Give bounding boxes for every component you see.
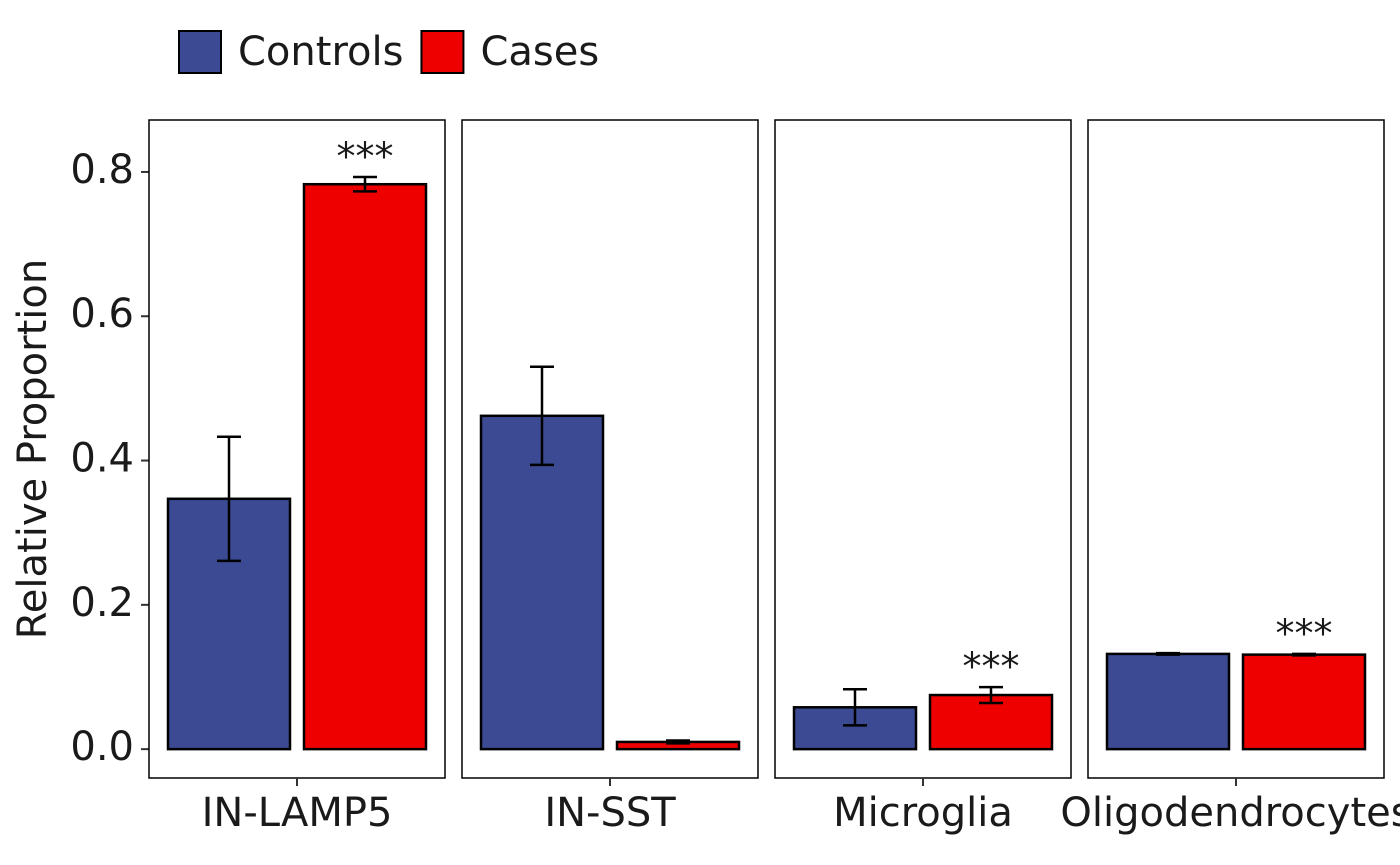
legend-label: Controls [238, 29, 403, 75]
y-tick-label: 0.2 [70, 580, 134, 626]
panel [774, 119, 1072, 779]
error-bar [666, 739, 690, 745]
x-tick-label: Oligodendrocytes [1060, 790, 1400, 836]
x-tick-label: Microglia [833, 790, 1013, 836]
bar [479, 414, 605, 751]
y-tick-label: 0.6 [70, 291, 134, 337]
error-bar [1156, 651, 1180, 656]
y-tick-label: 0.8 [70, 147, 134, 193]
error-bar [217, 435, 241, 563]
bar [302, 182, 428, 751]
significance-label: *** [1276, 611, 1333, 655]
bar [792, 706, 918, 751]
x-tick-label: IN-LAMP5 [202, 790, 393, 836]
y-tick-label: 0.4 [70, 436, 134, 482]
legend-label: Cases [480, 29, 599, 75]
y-axis-title: Relative Proportion [10, 259, 56, 639]
legend-swatch [420, 30, 465, 74]
bar [1105, 652, 1231, 751]
error-bar [979, 685, 1003, 705]
bar [928, 693, 1054, 751]
legend-swatch [178, 30, 222, 74]
error-bar [530, 365, 554, 467]
error-bar [1292, 652, 1316, 657]
bar [1241, 653, 1367, 751]
error-bar [843, 688, 867, 727]
error-bar [353, 175, 377, 193]
x-tick-label: IN-SST [544, 790, 676, 836]
significance-label: *** [963, 645, 1020, 689]
significance-label: *** [337, 134, 394, 178]
y-tick-label: 0.0 [70, 724, 134, 770]
